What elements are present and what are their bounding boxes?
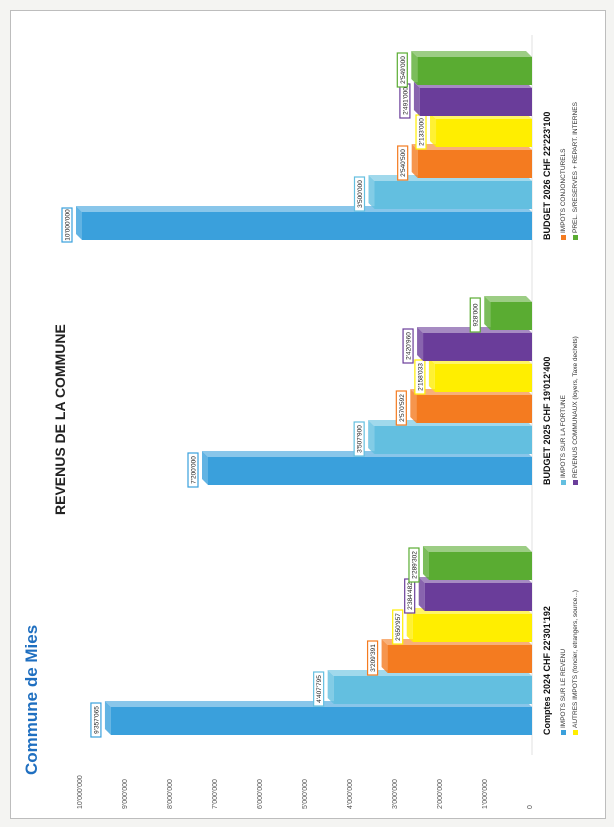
bar-top: [430, 113, 437, 147]
legend-item: PREL. S/RESERVES + REPART. INTERNES: [572, 102, 579, 240]
bar: [412, 614, 533, 642]
bar: [333, 676, 532, 704]
bar-side: [411, 51, 532, 57]
bar: [436, 119, 533, 147]
bar-top: [406, 608, 413, 642]
legend-label: REVENUS COMMUNAUX (loyers, Taxe dechets): [572, 336, 579, 478]
bar: [208, 457, 532, 485]
bar-top: [428, 358, 435, 392]
bar-top: [327, 670, 334, 704]
legend-swatch: [560, 480, 566, 485]
data-label-box: [353, 421, 365, 457]
data-label: 4'407'795: [316, 675, 323, 703]
bar-top: [368, 420, 375, 454]
bar: [417, 57, 533, 85]
bar-top: [368, 175, 375, 209]
bar: [428, 552, 533, 580]
bar-top: [76, 206, 82, 240]
bar-top: [422, 546, 429, 580]
legend-swatch: [560, 235, 566, 240]
data-label-box: [408, 547, 420, 583]
data-label: 3'500'000: [357, 180, 364, 208]
data-label-box: [366, 640, 379, 676]
data-label-box: [61, 207, 73, 243]
data-label: 2'133'000: [419, 118, 426, 146]
data-label: 2'491'000: [402, 87, 409, 115]
data-label-box: [395, 390, 407, 426]
legend-label: IMPOTS CONJONCTURELS: [560, 148, 567, 233]
data-label: 2'540'500: [400, 149, 407, 177]
data-label: 928'000: [473, 303, 480, 326]
data-label-box: [469, 297, 481, 333]
bar: [434, 364, 533, 392]
data-label: 2'549'000: [400, 56, 407, 84]
bar-top: [381, 639, 388, 673]
legend-item: IMPOTS SUR LE REVENU: [560, 649, 567, 735]
bar: [417, 150, 532, 178]
bar-top: [418, 577, 425, 611]
legend-item: REVENUS COMMUNAUX (loyers, Taxe dechets): [572, 336, 579, 485]
data-label: 2'289'302: [411, 551, 418, 579]
bar-top: [410, 389, 417, 423]
legend-item: IMPOTS SUR LA FORTUNE: [560, 395, 567, 485]
bar: [416, 395, 533, 423]
data-label: 7'200'000: [191, 456, 198, 484]
group-title: BUDGET 2025 CHF 19'012'400: [542, 356, 552, 485]
data-label-box: [187, 452, 199, 488]
data-label: 2'650'957: [395, 613, 402, 641]
bar-top: [202, 451, 208, 485]
data-label: 2'570'592: [399, 394, 406, 422]
bar-side: [422, 546, 532, 552]
legend-swatch: [572, 235, 578, 240]
bar-top: [484, 296, 491, 330]
bar: [110, 707, 533, 735]
legend-item: AUTRES IMPOTS (foncier, etrangers, sourc…: [572, 590, 579, 735]
data-label-box: [392, 609, 404, 645]
data-label: 2'384'482: [407, 582, 414, 610]
data-label: 3'507'900: [357, 425, 364, 453]
bar: [374, 426, 532, 454]
bar-top: [411, 144, 418, 178]
bar-top: [417, 327, 424, 361]
legend-swatch: [572, 480, 578, 485]
legend-swatch: [572, 730, 578, 735]
legend-item: IMPOTS CONJONCTURELS: [560, 148, 567, 240]
data-label-box: [90, 702, 102, 738]
data-label: 9'357'065: [93, 706, 100, 734]
data-label: 3'209'391: [370, 644, 377, 672]
bar: [490, 302, 532, 330]
bar-top: [411, 51, 418, 85]
bar: [374, 181, 532, 209]
data-label: 10'000'000: [65, 209, 72, 241]
bar-chart: 9'357'065 4'407'795 3'209'391 2'650'957 2'38…: [61, 35, 533, 755]
data-label-box: [414, 359, 426, 395]
data-label-box: [397, 145, 409, 181]
bar: [387, 645, 532, 673]
group-title: BUDGET 2026 CHF 22'223'100: [542, 111, 552, 240]
legend-label: PREL. S/RESERVES + REPART. INTERNES: [572, 102, 579, 233]
bar-top: [104, 701, 111, 735]
legend-swatch: [560, 730, 566, 735]
bar: [423, 333, 532, 361]
bar-side: [484, 296, 532, 302]
bar-top: [413, 82, 420, 116]
data-label-box: [396, 52, 408, 88]
data-label-box: [313, 671, 325, 707]
data-label: 2'420'960: [406, 332, 413, 360]
bar: [82, 212, 532, 240]
bar: [424, 583, 532, 611]
group-title: Comptes 2024 CHF 22'301'192: [542, 606, 552, 735]
legend-label: IMPOTS SUR LA FORTUNE: [560, 395, 567, 478]
legend-label: IMPOTS SUR LE REVENU: [560, 648, 567, 728]
data-label-box: [402, 328, 414, 364]
data-label-box: [353, 176, 366, 212]
data-label: 2'158'033: [417, 363, 424, 391]
bar: [419, 88, 532, 116]
legend-label: AUTRES IMPOTS (foncier, etrangers, sourc…: [572, 590, 579, 728]
